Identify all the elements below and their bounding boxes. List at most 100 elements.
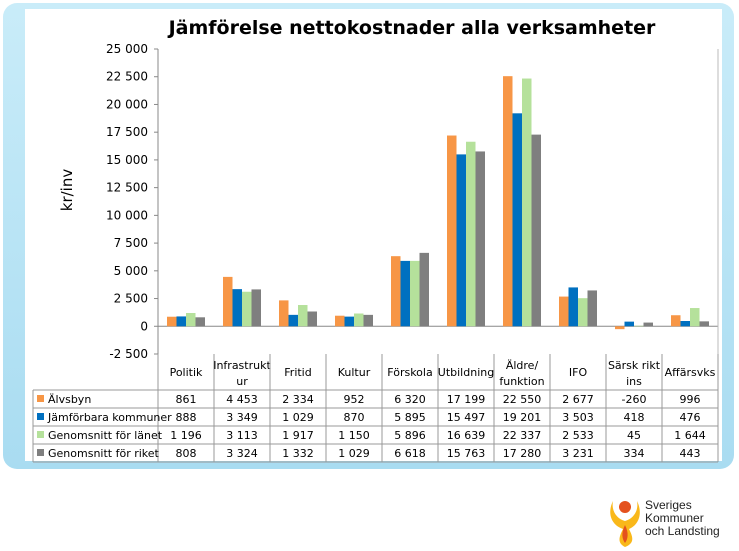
bar-genomsnitt-för-länet (466, 141, 476, 327)
table-cell: 2 533 (562, 429, 594, 442)
y-tick-label: 15 000 (106, 153, 148, 167)
legend-label: Älvsbyn (48, 393, 91, 406)
bar-älvsbyn (503, 76, 513, 327)
bar-genomsnitt-för-länet (242, 291, 252, 327)
table-cell: 334 (624, 447, 645, 460)
table-cell: 3 349 (226, 411, 258, 424)
table-cell: 15 763 (447, 447, 486, 460)
bar-genomsnitt-för-riket (307, 311, 317, 327)
bar-jämförbara-kommuner (624, 321, 634, 327)
bar-genomsnitt-för-riket (195, 317, 205, 327)
bar-genomsnitt-för-riket (587, 290, 597, 327)
table-cell: 1 917 (282, 429, 314, 442)
bar-jämförbara-kommuner (232, 289, 242, 327)
bar-genomsnitt-för-länet (410, 260, 420, 327)
bar-älvsbyn (335, 315, 345, 327)
table-cell: 870 (344, 411, 365, 424)
bar-älvsbyn (559, 296, 569, 327)
legend-label: Jämförbara kommuner (47, 411, 172, 424)
table-cell: 3 324 (226, 447, 258, 460)
bar-genomsnitt-för-länet (578, 298, 588, 327)
table-cell: 808 (176, 447, 197, 460)
bar-jämförbara-kommuner (512, 113, 522, 327)
bar-jämförbara-kommuner (176, 316, 186, 327)
bar-genomsnitt-för-riket (419, 252, 429, 327)
table-cell: 6 618 (394, 447, 426, 460)
bar-jämförbara-kommuner (680, 320, 690, 327)
table-cell: 2 334 (282, 393, 314, 406)
logo-line: Kommuner (645, 511, 704, 525)
y-tick-label: 7 500 (114, 236, 148, 250)
legend-key (37, 449, 44, 456)
y-tick-label: 20 000 (106, 97, 148, 111)
bar-jämförbara-kommuner (344, 316, 354, 327)
y-tick-label: 17 500 (106, 125, 148, 139)
table-cell: -260 (622, 393, 647, 406)
y-tick-label: 10 000 (106, 208, 148, 222)
category-label: Infrastrukt (213, 359, 271, 372)
y-tick-label: 0 (140, 319, 148, 333)
y-axis-label: kr/inv (58, 169, 76, 212)
category-label: Affärsvks (665, 366, 716, 379)
bar-genomsnitt-för-riket (531, 134, 541, 327)
bar-genomsnitt-för-länet (186, 313, 196, 327)
bar-jämförbara-kommuner (568, 287, 578, 327)
table-cell: 996 (680, 393, 701, 406)
table-cell: 2 677 (562, 393, 594, 406)
table-cell: 22 550 (503, 393, 542, 406)
category-label: Särsk rikt (608, 359, 661, 372)
table-cell: 17 199 (447, 393, 486, 406)
table-cell: 861 (176, 393, 197, 406)
table-cell: 5 895 (394, 411, 426, 424)
bar-jämförbara-kommuner (456, 154, 466, 327)
category-label: Förskola (387, 366, 432, 379)
legend-label: Genomsnitt för länet (48, 429, 163, 442)
table-cell: 3 113 (226, 429, 258, 442)
bar-jämförbara-kommuner (288, 314, 298, 327)
logo-line: Sveriges (645, 498, 692, 512)
table-cell: 1 029 (338, 447, 370, 460)
legend-key (37, 395, 44, 402)
table-cell: 443 (680, 447, 701, 460)
legend-key (37, 413, 44, 420)
table-cell: 17 280 (503, 447, 542, 460)
category-label: IFO (569, 366, 588, 379)
logo-text: Sveriges Kommuner och Landsting (645, 499, 720, 538)
y-tick-label: 12 500 (106, 181, 148, 195)
table-cell: 22 337 (503, 429, 542, 442)
skl-logo: Sveriges Kommuner och Landsting (605, 493, 735, 548)
table-cell: 952 (344, 393, 365, 406)
bar-genomsnitt-för-länet (354, 313, 364, 327)
y-tick-label: 22 500 (106, 70, 148, 84)
bar-älvsbyn (167, 316, 177, 327)
bar-genomsnitt-för-riket (643, 322, 653, 327)
skl-logo-icon (610, 501, 640, 547)
table-cell: 476 (680, 411, 701, 424)
bar-genomsnitt-för-länet (690, 308, 700, 327)
table-cell: 3 231 (562, 447, 594, 460)
table-cell: 1 644 (674, 429, 706, 442)
y-tick-label: 25 000 (106, 42, 148, 56)
bar-jämförbara-kommuner (400, 260, 410, 327)
bar-älvsbyn (391, 256, 401, 327)
y-tick-label: 2 500 (114, 292, 148, 306)
table-cell: 1 332 (282, 447, 314, 460)
category-label: Utbildning (438, 366, 494, 379)
category-label: funktion (499, 375, 544, 388)
table-cell: 888 (176, 411, 197, 424)
category-label: Kultur (338, 366, 371, 379)
table-cell: 4 453 (226, 393, 258, 406)
bar-genomsnitt-för-riket (475, 151, 485, 327)
table-cell: 45 (627, 429, 641, 442)
bar-älvsbyn (223, 276, 233, 327)
table-cell: 1 029 (282, 411, 314, 424)
table-cell: 15 497 (447, 411, 486, 424)
chart-title: Jämförelse nettokostnader alla verksamhe… (167, 17, 656, 39)
table-cell: 418 (624, 411, 645, 424)
bar-genomsnitt-för-länet (298, 305, 308, 327)
bar-älvsbyn (671, 315, 681, 327)
category-label: Äldre/ (506, 359, 539, 372)
category-label: ur (236, 375, 248, 388)
category-label: ins (626, 375, 642, 388)
category-label: Politik (170, 366, 203, 379)
